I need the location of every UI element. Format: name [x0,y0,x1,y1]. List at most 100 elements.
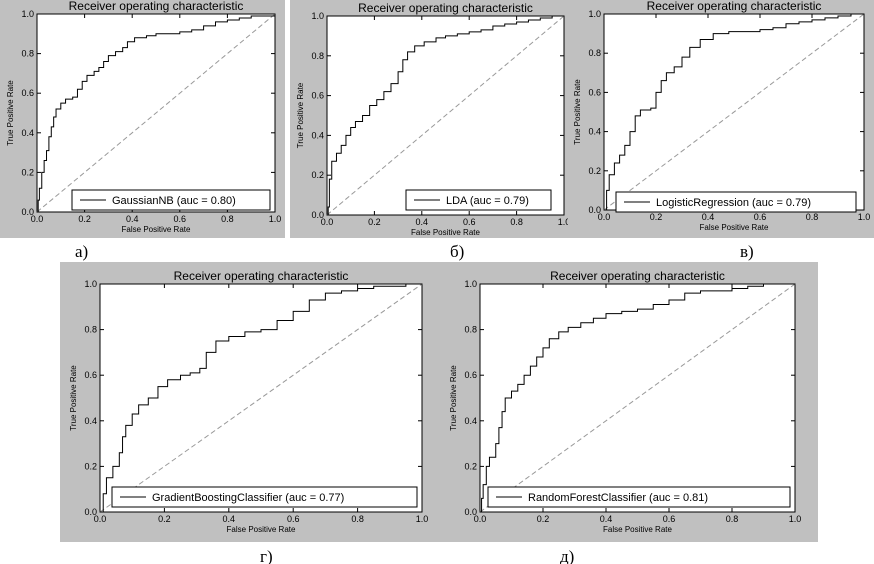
y-axis-label: True Positive Rate [69,365,78,431]
roc-panel: Receiver operating characteristic 0.0 0.2 0… [438,262,818,564]
chance-diagonal [326,15,565,216]
x-axis-label: False Positive Rate [411,228,480,237]
y-tick-label: 0.0 [311,210,324,220]
legend-label: LogisticRegression (auc = 0.79) [656,197,811,209]
y-tick-label: 0.8 [588,48,601,58]
y-tick-label: 1.0 [84,279,97,289]
x-tick-label: 0.2 [650,212,663,222]
x-axis-label: False Positive Rate [227,525,296,534]
x-tick-label: 0.4 [126,214,139,224]
x-tick-label: 0.4 [416,217,429,227]
legend-box [111,486,418,508]
chance-diagonal [99,283,423,513]
x-tick-label: 0.6 [463,217,476,227]
x-tick-label: 0.4 [223,514,236,524]
roc-curve [327,15,564,216]
y-axis-label: True Positive Rate [573,79,582,145]
y-tick-label: 1.0 [588,9,601,19]
x-tick-label: 0.2 [537,514,550,524]
legend-label: GaussianNB (auc = 0.80) [112,195,236,207]
chart-title: Receiver operating characteristic [358,1,533,15]
y-tick-label: 0.2 [21,167,34,177]
x-tick-label: 0.0 [598,212,611,222]
y-tick-label: 0.0 [588,205,601,215]
roc-curve [604,13,864,211]
legend-label: RandomForestClassifier (auc = 0.81) [528,492,708,504]
y-axis-label: True Positive Rate [449,365,458,431]
y-tick-label: 0.0 [84,507,97,517]
x-tick-label: 0.8 [221,214,234,224]
roc-curve [480,283,795,513]
legend-box [71,189,271,211]
roc-curve [100,283,422,513]
y-tick-label: 0.6 [21,88,34,98]
roc-panel: Receiver operating characteristic 0.0 0.2 0… [0,0,285,261]
panel-caption: б) [450,242,464,261]
chance-diagonal [479,283,796,513]
x-tick-label: 0.4 [600,514,613,524]
panel-caption: г) [260,547,273,564]
x-tick-label: 1.0 [558,217,571,227]
x-tick-label: 0.0 [321,217,334,227]
x-tick-label: 0.4 [702,212,715,222]
panel-caption: в) [740,242,754,261]
x-tick-label: 0.2 [78,214,91,224]
roc-panel: Receiver operating characteristic 0.0 0.2 0… [60,262,438,564]
x-axis-label: False Positive Rate [603,525,672,534]
y-tick-label: 0.4 [84,416,97,426]
x-tick-label: 0.2 [158,514,171,524]
chart-title: Receiver operating characteristic [174,269,349,283]
x-tick-label: 0.6 [287,514,300,524]
y-tick-label: 0.6 [84,370,97,380]
x-tick-label: 0.6 [754,212,767,222]
y-tick-label: 0.8 [21,49,34,59]
roc-panel: Receiver operating characteristic 0.0 0.2 0… [290,0,573,261]
x-axis-label: False Positive Rate [122,225,191,234]
x-tick-label: 0.6 [174,214,187,224]
roc-curve [37,14,276,213]
roc-panel: Receiver operating characteristic 0.0 0.2 0… [568,0,874,261]
y-tick-label: 0.2 [464,461,477,471]
y-tick-label: 0.0 [21,207,34,217]
y-tick-label: 0.4 [311,130,324,140]
x-tick-label: 1.0 [789,514,802,524]
y-tick-label: 0.6 [464,370,477,380]
x-tick-label: 1.0 [858,212,871,222]
y-tick-label: 0.2 [84,461,97,471]
y-tick-label: 1.0 [21,9,34,19]
x-tick-label: 0.8 [510,217,523,227]
panel-caption: а) [75,242,88,261]
x-tick-label: 1.0 [269,214,282,224]
y-tick-label: 0.6 [588,87,601,97]
legend-label: LDA (auc = 0.79) [446,195,529,207]
y-tick-label: 1.0 [311,11,324,21]
legend-box [615,191,857,213]
y-axis-label: True Positive Rate [296,82,305,148]
y-tick-label: 0.4 [21,128,34,138]
x-tick-label: 0.6 [663,514,676,524]
y-axis-label: True Positive Rate [6,80,15,146]
chart-title: Receiver operating characteristic [69,0,244,13]
x-tick-label: 0.0 [474,514,487,524]
chart-title: Receiver operating characteristic [647,0,822,13]
x-tick-label: 0.8 [351,514,364,524]
x-tick-label: 1.0 [416,514,429,524]
x-tick-label: 0.8 [726,514,739,524]
y-tick-label: 0.4 [464,416,477,426]
y-tick-label: 0.8 [464,325,477,335]
legend-box [487,486,791,508]
x-axis-label: False Positive Rate [700,223,769,232]
x-tick-label: 0.2 [368,217,381,227]
y-tick-label: 0.8 [84,325,97,335]
x-tick-label: 0.0 [31,214,44,224]
chart-title: Receiver operating characteristic [550,269,725,283]
y-tick-label: 0.2 [588,166,601,176]
x-tick-label: 0.0 [94,514,107,524]
y-tick-label: 0.4 [588,127,601,137]
legend-label: GradientBoostingClassifier (auc = 0.77) [152,492,344,504]
chance-diagonal [36,13,276,213]
legend-box [405,189,552,211]
y-tick-label: 0.6 [311,91,324,101]
y-tick-label: 0.0 [464,507,477,517]
